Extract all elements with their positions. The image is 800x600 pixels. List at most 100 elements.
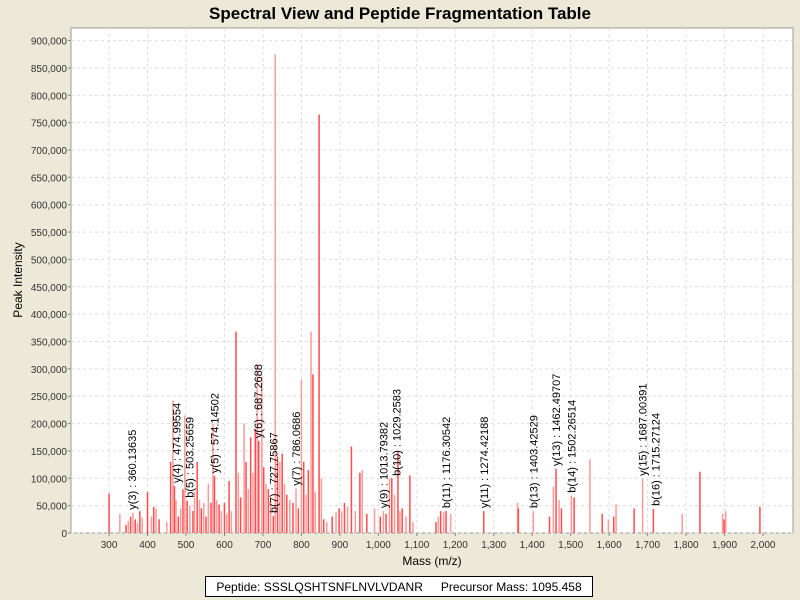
peak-bar	[699, 471, 701, 533]
peak-bar	[399, 511, 401, 533]
peak-bar	[320, 478, 323, 533]
peak-bar	[297, 508, 300, 533]
peak-bar	[401, 508, 403, 533]
peak-bar	[409, 475, 411, 533]
y-tick-label: 750,000	[31, 119, 68, 130]
peak-bar	[141, 517, 143, 533]
peak-bar	[449, 513, 452, 533]
peak-bar	[366, 513, 368, 533]
peak-bar	[437, 516, 440, 533]
peak-bar	[237, 472, 240, 533]
x-tick-label: 800	[293, 540, 310, 551]
peak-bar	[193, 491, 196, 533]
y-tick-label: 700,000	[31, 146, 68, 157]
peak-bar	[158, 519, 160, 533]
peak-bar	[517, 508, 520, 533]
peak-bar	[223, 502, 226, 533]
peak-bar	[262, 467, 265, 533]
y-tick-label: 500,000	[31, 255, 68, 266]
peak-bar	[150, 516, 153, 533]
peak-bar	[314, 491, 317, 533]
y-axis-label: Peak Intensity	[11, 242, 25, 317]
peak-bar	[516, 502, 519, 533]
peak-bar	[560, 508, 563, 533]
fragment-annotation: b(14) : 1502.26514	[567, 400, 579, 493]
x-tick-label: 400	[139, 540, 156, 551]
y-axis: 0 50,000 100,000 150,000 200,000 250,000 300,0…	[31, 37, 71, 540]
peak-bar	[573, 497, 575, 533]
peak-bar	[292, 502, 294, 533]
peak-bar	[213, 476, 216, 533]
peak-bar	[249, 437, 252, 533]
peak-bar	[613, 516, 615, 533]
peak-bar	[108, 493, 110, 533]
y-tick-label: 50,000	[36, 502, 67, 513]
peak-bar	[331, 516, 333, 533]
x-axis: 300 400 500 600 700 800 900 1,000 1,100 1,200 1,30…	[101, 533, 776, 551]
peak-bar	[552, 486, 555, 533]
fragment-annotation: y(15) : 1687.00391	[638, 383, 650, 475]
peak-bar	[173, 485, 176, 533]
y-tick-label: 550,000	[31, 228, 68, 239]
peak-bar	[397, 452, 399, 533]
peak-bar	[152, 506, 155, 533]
peak-bar	[192, 511, 194, 533]
peak-bar	[146, 491, 149, 533]
x-tick-label: 1,900	[712, 540, 737, 551]
fragment-annotation: y(7) : 786.0686	[291, 412, 303, 486]
peak-bar	[589, 459, 591, 533]
peak-bar	[412, 522, 414, 533]
peak-bar	[359, 472, 361, 533]
peak-bar	[230, 511, 233, 533]
peak-bar	[350, 446, 353, 533]
y-tick-label: 600,000	[31, 201, 68, 212]
peptide-sequence: Peptide: SSSLQSHTSNFLNVLVDANR	[216, 579, 423, 594]
x-tick-label: 300	[101, 540, 118, 551]
peak-bar	[132, 512, 134, 533]
peak-bar	[155, 508, 157, 533]
peak-bar	[388, 478, 391, 533]
peak-bar	[382, 511, 385, 533]
peak-bar	[239, 497, 242, 533]
peak-bar	[134, 519, 136, 533]
peak-bar	[127, 520, 130, 533]
x-tick-label: 1,600	[597, 540, 622, 551]
peak-bar	[172, 400, 174, 533]
peak-bar	[343, 502, 346, 533]
peak-bar	[175, 500, 177, 533]
fragment-annotation: y(11) : 1274.42188	[479, 417, 491, 509]
peak-bar	[723, 519, 725, 533]
spectrum-chart: Spectral View and Peptide Fragmentation …	[11, 4, 794, 568]
fragment-annotations: y(3) : 360.13635 y(4) : 474.99554 b(5) : 5…	[127, 364, 662, 513]
x-tick-label: 1,700	[635, 540, 660, 551]
peak-bar	[435, 522, 437, 533]
fragment-annotation: y(9) : 1013.79382	[379, 422, 391, 508]
peak-bar	[184, 415, 186, 533]
peak-bar	[346, 506, 349, 533]
y-tick-label: 0	[61, 529, 67, 540]
peak-bar	[129, 516, 132, 533]
fragment-annotation: b(16) : 1715.27124	[651, 413, 663, 506]
y-tick-label: 650,000	[31, 173, 68, 184]
peak-bar	[169, 461, 172, 533]
peak-bar	[601, 513, 603, 533]
x-tick-label: 1,000	[366, 540, 391, 551]
plot-area	[70, 27, 794, 534]
peak-bar	[615, 504, 617, 533]
peak-bar	[482, 511, 485, 533]
x-tick-label: 500	[178, 540, 195, 551]
peak-bar	[307, 470, 310, 533]
peak-bar	[216, 500, 218, 533]
peak-bar	[279, 461, 281, 533]
peak-bar	[272, 516, 275, 533]
peak-bar	[721, 513, 724, 533]
peak-bar	[633, 508, 635, 533]
peak-bar	[269, 500, 272, 533]
x-tick-label: 1,500	[558, 540, 583, 551]
peak-bar	[289, 500, 291, 533]
peak-bar	[445, 511, 447, 533]
peak-bar	[341, 511, 343, 533]
peak-bar	[125, 524, 127, 533]
x-tick-label: 1,100	[404, 540, 429, 551]
fragment-annotation: b(11) : 1176.30542	[441, 417, 453, 508]
